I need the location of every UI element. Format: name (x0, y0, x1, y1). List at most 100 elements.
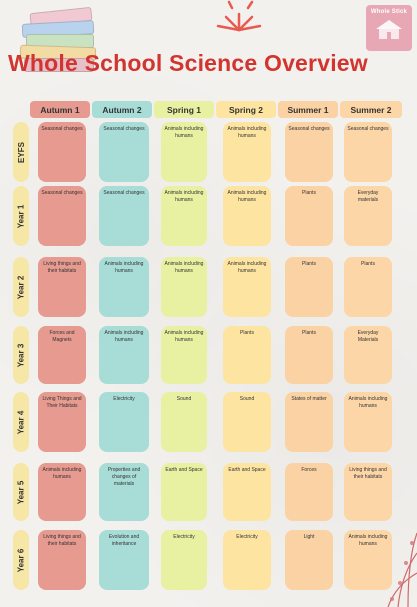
topic-cell: Animals including humans (161, 122, 207, 182)
topic-text: Electricity (113, 396, 135, 402)
topic-cell: Electricity (161, 530, 207, 590)
topic-cell: Earth and Space (223, 463, 271, 521)
topic-cell: Plants (285, 257, 333, 317)
term-header-spring1: Spring 1 (154, 101, 214, 118)
topic-cell: Animals including humans (99, 257, 149, 317)
year-label-year-4: Year 4 (13, 392, 29, 452)
term-header-spring2: Spring 2 (216, 101, 276, 118)
term-header-autumn1: Autumn 1 (30, 101, 90, 118)
year-label-year-6: Year 6 (13, 530, 29, 590)
topic-text: Evolution and inheritance (108, 534, 140, 547)
topic-text: Seasonal changes (103, 126, 145, 132)
topic-cell: Living Things and Their Habitats (38, 392, 86, 452)
topic-cell: Living things and their habitats (38, 257, 86, 317)
topic-cell: Living things and their habitats (344, 463, 392, 521)
year-label-year-3: Year 3 (13, 326, 29, 384)
topic-text: Animals including humans (104, 261, 144, 274)
topic-cell: Animals including humans (223, 186, 271, 246)
topic-text: Earth and Space (228, 467, 266, 473)
topic-cell: Animals including humans (223, 122, 271, 182)
topic-text: Animals including humans (348, 396, 388, 409)
topic-text: Properties and changes of materials (107, 467, 141, 487)
topic-text: Animals including humans (104, 330, 144, 343)
topic-cell: Everyday materials (344, 186, 392, 246)
topic-cell: Living things and their habitats (38, 530, 86, 590)
year-label-year-5: Year 5 (13, 463, 29, 521)
topic-cell: Electricity (99, 392, 149, 452)
topic-text: Living things and their habitats (43, 261, 81, 274)
topic-cell: Properties and changes of materials (99, 463, 149, 521)
year-label-year-1: Year 1 (13, 186, 29, 246)
topic-cell: Light (285, 530, 333, 590)
topic-text: Light (303, 534, 315, 540)
term-header-summer1: Summer 1 (278, 101, 338, 118)
topic-text: Sound (239, 396, 255, 402)
topic-cell: Animals including humans (223, 257, 271, 317)
topic-text: Plants (302, 190, 316, 196)
corner-decoration (348, 513, 417, 607)
topic-cell: Seasonal changes (38, 186, 86, 246)
book-5 (24, 58, 94, 72)
topic-text: Animals including humans (164, 330, 204, 343)
topic-text: Animals including humans (164, 126, 204, 139)
topic-cell: Forces and Magnets (38, 326, 86, 384)
topic-cell: Sound (161, 392, 207, 452)
topic-text: Sound (176, 396, 192, 402)
topic-cell: Animals including humans (344, 530, 392, 590)
year-label-text: Year 5 (16, 480, 26, 504)
topic-cell: Animals including humans (161, 186, 207, 246)
topic-cell: Seasonal changes (99, 122, 149, 182)
topic-text: Everyday materials (357, 190, 379, 203)
topic-text: Forces and Magnets (49, 330, 75, 343)
topic-cell: Animals including humans (99, 326, 149, 384)
topic-text: Forces (301, 467, 317, 473)
topic-cell: Seasonal changes (344, 122, 392, 182)
topic-cell: Plants (285, 186, 333, 246)
topic-text: Living things and their habitats (43, 534, 81, 547)
topic-text: Plants (302, 261, 316, 267)
topic-cell: Plants (285, 326, 333, 384)
term-header-autumn2: Autumn 2 (92, 101, 152, 118)
topic-cell: Earth and Space (161, 463, 207, 521)
topic-text: Plants (302, 330, 316, 336)
topic-cell: Everyday Materials (344, 326, 392, 384)
topic-cell: Forces (285, 463, 333, 521)
topic-text: Animals including humans (164, 190, 204, 203)
school-logo: Whole Stick (366, 5, 412, 51)
topic-text: Seasonal changes (103, 190, 145, 196)
topic-cell: Animals including humans (161, 257, 207, 317)
logo-text: Whole Stick (370, 9, 408, 15)
topic-text: Animals including humans (164, 261, 204, 274)
topic-text: Seasonal changes (41, 126, 83, 132)
page-title: Whole School Science Overview (8, 50, 368, 76)
topic-text: Living Things and Their Habitats (42, 396, 82, 409)
year-label-text: Year 2 (16, 275, 26, 299)
topic-cell: Seasonal changes (285, 122, 333, 182)
year-label-year-2: Year 2 (13, 257, 29, 317)
topic-cell: Seasonal changes (99, 186, 149, 246)
topic-text: Plants (240, 330, 254, 336)
topic-text: Electricity (236, 534, 258, 540)
house-icon (376, 20, 402, 39)
year-label-eyfs: EYFS (13, 122, 29, 182)
year-label-text: Year 3 (16, 343, 26, 367)
topic-text: States of matter (291, 396, 327, 402)
term-header-summer2: Summer 2 (340, 101, 402, 118)
topic-cell: Sound (223, 392, 271, 452)
topic-text: Seasonal changes (347, 126, 389, 132)
topic-text: Animals including humans (42, 467, 82, 480)
topic-text: Seasonal changes (41, 190, 83, 196)
topic-cell: Seasonal changes (38, 122, 86, 182)
topic-text: Animals including humans (227, 126, 267, 139)
topic-cell: Animals including humans (161, 326, 207, 384)
topic-text: Animals including humans (348, 534, 388, 547)
topic-cell: Evolution and inheritance (99, 530, 149, 590)
topic-text: Electricity (173, 534, 195, 540)
topic-text: Animals including humans (227, 190, 267, 203)
sunburst-decoration (204, 0, 274, 34)
topic-text: Plants (361, 261, 375, 267)
year-label-text: Year 1 (16, 204, 26, 228)
year-label-text: EYFS (16, 141, 26, 163)
book-stack-illustration (12, 6, 102, 72)
topic-text: Earth and Space (165, 467, 203, 473)
